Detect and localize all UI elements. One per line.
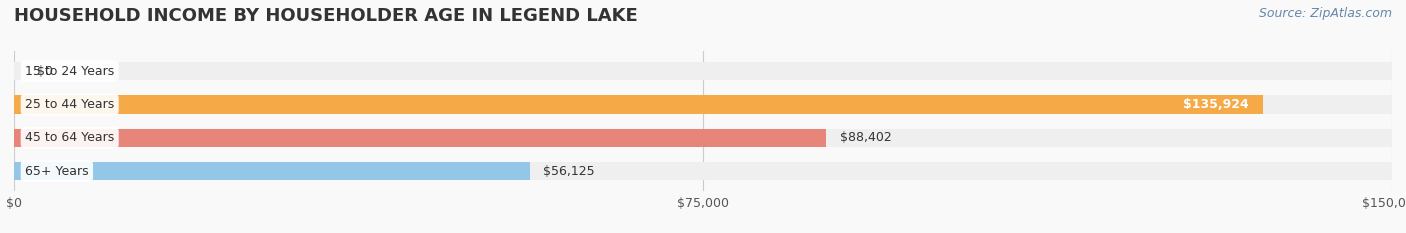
Bar bbox=[14, 129, 1392, 147]
Bar bbox=[14, 162, 530, 180]
Text: 25 to 44 Years: 25 to 44 Years bbox=[25, 98, 114, 111]
Text: $135,924: $135,924 bbox=[1182, 98, 1249, 111]
Bar bbox=[14, 62, 1392, 80]
Bar bbox=[14, 95, 1263, 114]
Bar bbox=[14, 95, 1392, 114]
Text: HOUSEHOLD INCOME BY HOUSEHOLDER AGE IN LEGEND LAKE: HOUSEHOLD INCOME BY HOUSEHOLDER AGE IN L… bbox=[14, 7, 638, 25]
Text: 65+ Years: 65+ Years bbox=[25, 164, 89, 178]
Text: $88,402: $88,402 bbox=[839, 131, 891, 144]
Text: $0: $0 bbox=[37, 65, 53, 78]
Text: 15 to 24 Years: 15 to 24 Years bbox=[25, 65, 114, 78]
Bar bbox=[14, 129, 827, 147]
Bar bbox=[14, 162, 1392, 180]
Text: Source: ZipAtlas.com: Source: ZipAtlas.com bbox=[1258, 7, 1392, 20]
Text: 45 to 64 Years: 45 to 64 Years bbox=[25, 131, 114, 144]
Text: $56,125: $56,125 bbox=[543, 164, 595, 178]
